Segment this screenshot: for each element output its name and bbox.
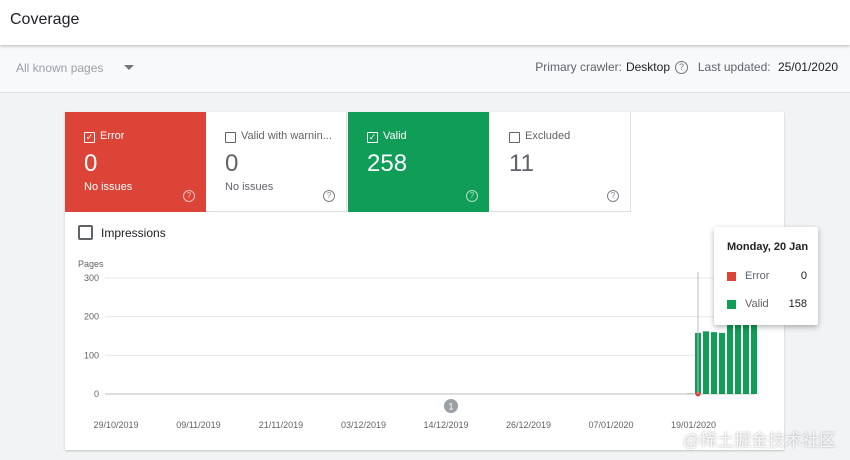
x-tick-label: 19/01/2020 — [671, 420, 716, 430]
annotation-marker[interactable]: 1 — [444, 399, 458, 413]
primary-crawler-info: Primary crawler: Desktop ? — [535, 60, 688, 74]
bar-valid[interactable] — [687, 393, 693, 394]
tile-label: Valid — [383, 130, 407, 142]
chevron-down-icon — [124, 65, 134, 70]
page-title: Coverage — [10, 11, 80, 28]
bar-valid[interactable] — [703, 331, 709, 394]
tile-value: 11 — [509, 150, 534, 177]
tile-subtext: No issues — [225, 181, 274, 193]
tile-excluded[interactable]: Excluded 11 ? — [490, 112, 631, 212]
tile-label: Excluded — [525, 130, 571, 142]
tile-subtext: No issues — [84, 181, 133, 193]
tile-value: 0 — [84, 150, 98, 177]
y-tick-label: 0 — [94, 389, 99, 399]
checkbox-icon[interactable] — [78, 225, 93, 240]
tile-value: 0 — [225, 150, 239, 177]
top-app-bar: Coverage — [0, 0, 850, 45]
crawler-value: Desktop — [625, 60, 670, 74]
bar-valid[interactable] — [727, 312, 733, 394]
chart-tooltip: Monday, 20 Jan Error 0 Valid 158 — [714, 227, 818, 325]
y-tick-label: 300 — [84, 273, 99, 283]
annotation-marker-label: 1 — [448, 402, 453, 412]
bar-valid[interactable] — [735, 299, 741, 394]
bar-valid[interactable] — [719, 332, 725, 394]
x-tick-label: 26/12/2019 — [506, 420, 551, 430]
help-icon[interactable]: ? — [607, 190, 619, 202]
checkbox-checked-icon[interactable]: ✓ — [84, 132, 95, 143]
bar-valid[interactable] — [711, 332, 717, 394]
x-tick-label: 09/11/2019 — [176, 420, 220, 430]
tile-value: 258 — [367, 150, 408, 177]
tile-valid-with-warnings[interactable]: Valid with warnin... 0 No issues ? — [206, 112, 347, 212]
crawler-label: Primary crawler: — [535, 60, 622, 74]
tooltip-row-value: 158 — [788, 298, 807, 310]
last-updated-label: Last updated: — [697, 60, 771, 74]
x-tick-label: 14/12/2019 — [423, 420, 468, 430]
checkbox-icon[interactable] — [509, 132, 520, 143]
impressions-label: Impressions — [101, 225, 166, 240]
legend-swatch — [727, 272, 736, 281]
y-axis-label: Pages — [78, 259, 104, 269]
tile-valid[interactable]: ✓ Valid 258 ? — [348, 112, 489, 212]
tile-label: Error — [100, 130, 125, 142]
bar-valid[interactable] — [743, 297, 749, 394]
help-icon[interactable]: ? — [323, 190, 335, 202]
tooltip-date: Monday, 20 Jan — [727, 241, 809, 253]
y-tick-label: 100 — [84, 350, 99, 360]
tooltip-row-label: Error — [745, 270, 770, 282]
page-filter-dropdown[interactable]: All known pages — [16, 59, 136, 77]
help-icon[interactable]: ? — [183, 190, 195, 202]
impressions-toggle[interactable]: Impressions — [78, 225, 166, 240]
legend-swatch — [727, 300, 736, 309]
y-tick-label: 200 — [84, 312, 99, 322]
checkbox-checked-icon[interactable]: ✓ — [367, 132, 378, 143]
x-tick-label: 29/10/2019 — [93, 420, 138, 430]
filter-bar: All known pages Primary crawler: Desktop… — [0, 45, 850, 93]
tooltip-row-label: Valid — [745, 298, 769, 310]
x-tick-label: 21/11/2019 — [259, 420, 303, 430]
help-icon[interactable]: ? — [675, 60, 688, 74]
x-tick-label: 07/01/2020 — [588, 420, 633, 430]
bar-valid[interactable] — [751, 295, 757, 394]
tile-label: Valid with warnin... — [241, 130, 332, 142]
coverage-card: ✓ Error 0 No issues ? Valid with warnin.… — [65, 112, 784, 450]
tooltip-row-error: Error 0 — [727, 270, 807, 284]
page-filter-value: All known pages — [16, 61, 104, 75]
help-icon[interactable]: ? — [466, 190, 478, 202]
coverage-chart: Pages 300 200 100 0 29/10/2019 09/11/2019 21/… — [78, 259, 757, 430]
tooltip-row-valid: Valid 158 — [727, 298, 807, 312]
x-tick-label: 03/12/2019 — [341, 420, 386, 430]
watermark: @稀土掘金技术社区 — [682, 431, 836, 450]
checkbox-icon[interactable] — [225, 132, 236, 143]
last-updated-value: 25/01/2020 — [777, 60, 838, 74]
tile-error[interactable]: ✓ Error 0 No issues ? — [65, 112, 206, 212]
tooltip-row-value: 0 — [800, 270, 807, 282]
last-updated-info: Last updated: 25/01/2020 — [698, 60, 838, 74]
